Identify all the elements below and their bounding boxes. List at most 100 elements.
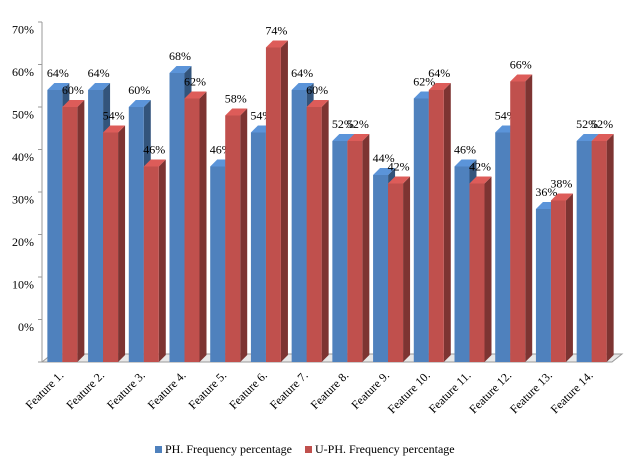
bar (495, 132, 511, 362)
value-label: 52% (591, 117, 613, 131)
bar (250, 132, 266, 362)
value-label: 62% (413, 74, 435, 88)
bar-top (143, 159, 166, 167)
value-label: 74% (265, 23, 287, 37)
y-tick-label: 70% (12, 22, 34, 36)
bar-side (403, 176, 411, 362)
bar (535, 209, 551, 362)
value-label: 64% (428, 66, 450, 80)
legend-swatch (305, 446, 312, 453)
bar (210, 166, 226, 362)
value-label: 58% (225, 91, 247, 105)
bar-side (606, 134, 614, 362)
value-label: 52% (347, 117, 369, 131)
value-label: 42% (388, 159, 410, 173)
bar-top (332, 134, 355, 141)
bar-top (306, 100, 329, 107)
bar (388, 183, 404, 362)
y-tick-label: 20% (12, 235, 34, 249)
value-label: 64% (291, 66, 313, 80)
bar-top (550, 193, 573, 201)
bar-side (199, 91, 207, 362)
bar (62, 107, 78, 362)
bar-top (388, 176, 411, 184)
bar-top (576, 134, 599, 141)
legend-label: U-PH. Frequency percentage (315, 442, 455, 456)
bar-top (347, 134, 370, 141)
bar-top (454, 159, 477, 167)
bar-side (158, 159, 166, 362)
bar (550, 200, 566, 362)
legend-swatch (155, 446, 162, 453)
bar (576, 141, 592, 362)
bar-side (77, 100, 85, 362)
bar (143, 166, 159, 362)
bar-top (128, 100, 151, 107)
value-label: 54% (103, 108, 125, 122)
bar (88, 90, 104, 362)
value-label: 52% (332, 117, 354, 131)
bar-side (484, 176, 492, 362)
value-label: 64% (88, 66, 110, 80)
bar (591, 141, 607, 362)
bar (265, 47, 281, 362)
bar-side (280, 40, 288, 362)
bar-top (469, 176, 492, 184)
value-label: 52% (576, 117, 598, 131)
bar (169, 73, 185, 362)
bar (184, 98, 200, 362)
value-label: 44% (373, 151, 395, 165)
bar-side (565, 193, 573, 362)
bar-side (362, 134, 370, 362)
bar-top (591, 134, 614, 141)
bar (510, 81, 526, 362)
bar (103, 132, 119, 362)
bar-top (510, 74, 533, 82)
bar (428, 90, 444, 362)
bar-top (291, 83, 314, 90)
bar-side (443, 83, 451, 362)
bar (413, 98, 429, 362)
value-label: 68% (169, 49, 191, 63)
bar (469, 183, 485, 362)
y-tick-label: 10% (12, 277, 34, 291)
value-label: 66% (510, 57, 532, 71)
bar-side (118, 125, 126, 362)
y-tick-label: 40% (12, 150, 34, 164)
bar (373, 175, 389, 362)
bar-top (373, 168, 396, 175)
bar (291, 90, 307, 362)
bar-top (169, 66, 192, 73)
bar (128, 107, 144, 362)
bar-top (184, 91, 207, 99)
value-label: 64% (47, 66, 69, 80)
value-label: 38% (550, 176, 572, 190)
bar-top (225, 108, 248, 116)
y-tick-label: 0% (18, 320, 34, 334)
bar-side (240, 108, 248, 362)
legend-label: PH. Frequency percentage (165, 442, 292, 456)
bar-top (428, 83, 451, 90)
value-label: 60% (306, 83, 328, 97)
bar (454, 166, 470, 362)
y-tick-label: 30% (12, 192, 34, 206)
bar-side (321, 100, 329, 362)
y-tick-label: 60% (12, 65, 34, 79)
value-label: 62% (184, 74, 206, 88)
bar-top (62, 100, 85, 107)
value-label: 60% (62, 83, 84, 97)
value-label: 46% (454, 142, 476, 156)
value-label: 46% (143, 142, 165, 156)
bar (225, 115, 241, 362)
bar (332, 141, 348, 362)
value-label: 60% (128, 83, 150, 97)
bar (347, 141, 363, 362)
bar-top (265, 40, 288, 48)
bar-top (88, 83, 111, 90)
bar-top (47, 83, 70, 90)
value-label: 42% (469, 159, 491, 173)
y-tick-label: 50% (12, 107, 34, 121)
bar-side (525, 74, 533, 362)
value-label: 36% (535, 185, 557, 199)
